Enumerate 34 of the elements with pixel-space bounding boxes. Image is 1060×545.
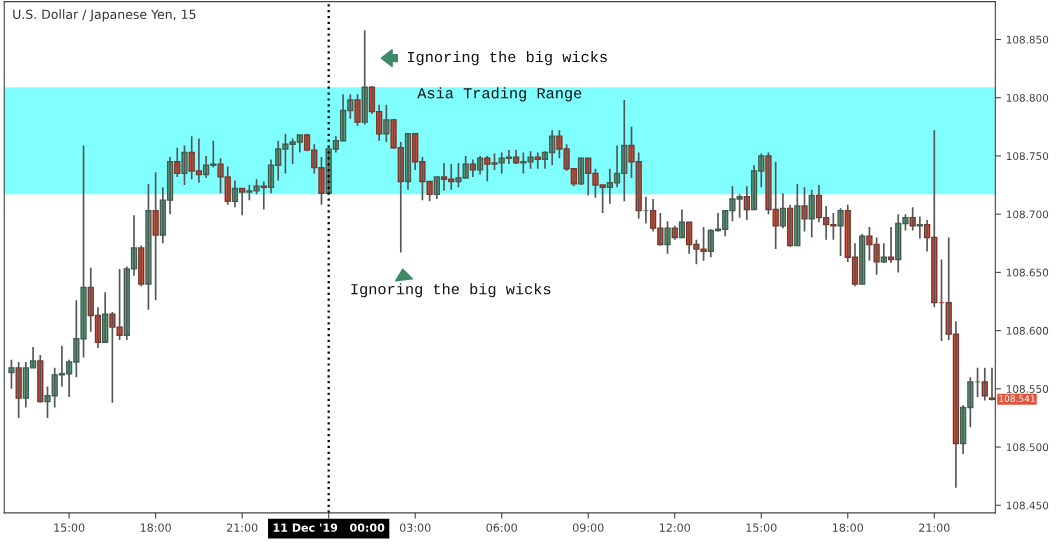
annotation: Ignoring the big wicks	[351, 283, 551, 298]
x-tick-label: 09:00	[572, 523, 604, 532]
candlestick	[145, 183, 152, 311]
x-tick-label: 15:00	[746, 523, 777, 532]
candlestick	[8, 358, 15, 390]
x-tick-label: 06:00	[486, 523, 517, 532]
x-tick-label: 12:00	[659, 523, 691, 532]
x-tick-label: 11 Dec '19 00:00	[273, 523, 385, 532]
y-tick-label: 108.450	[1006, 501, 1049, 510]
band-label: Asia Trading Range	[417, 87, 582, 102]
candlestick	[152, 171, 159, 302]
x-tick-label: 21:00	[226, 523, 258, 532]
y-tick-label: 108.500	[1006, 443, 1049, 452]
candlestick	[801, 186, 808, 233]
annotation: 108.541	[999, 395, 1035, 402]
y-tick-label: 108.750	[1006, 152, 1049, 161]
y-tick-label: 108.600	[1006, 326, 1049, 335]
x-tick-label: 03:00	[399, 523, 431, 532]
x-tick-label: 21:00	[919, 523, 950, 532]
y-tick-label: 108.850	[1006, 35, 1049, 44]
candlestick	[354, 93, 361, 127]
y-tick-label: 108.800	[1006, 93, 1049, 102]
x-tick-label: 18:00	[832, 523, 864, 532]
candlestick	[664, 220, 671, 255]
x-tick-label: 15:00	[54, 523, 85, 532]
y-tick-label: 108.550	[1006, 385, 1049, 393]
candlestick	[837, 207, 844, 257]
x-tick-label: 18:00	[140, 523, 171, 532]
text: U.S. Dollar / Japanese Yen, 15	[13, 9, 196, 22]
candlestick	[181, 144, 188, 186]
y-tick-label: 108.650	[1006, 268, 1049, 277]
annotation: Ignoring the big wicks	[407, 50, 607, 66]
candlestick	[383, 103, 390, 143]
y-tick-label: 108.700	[1006, 210, 1049, 219]
